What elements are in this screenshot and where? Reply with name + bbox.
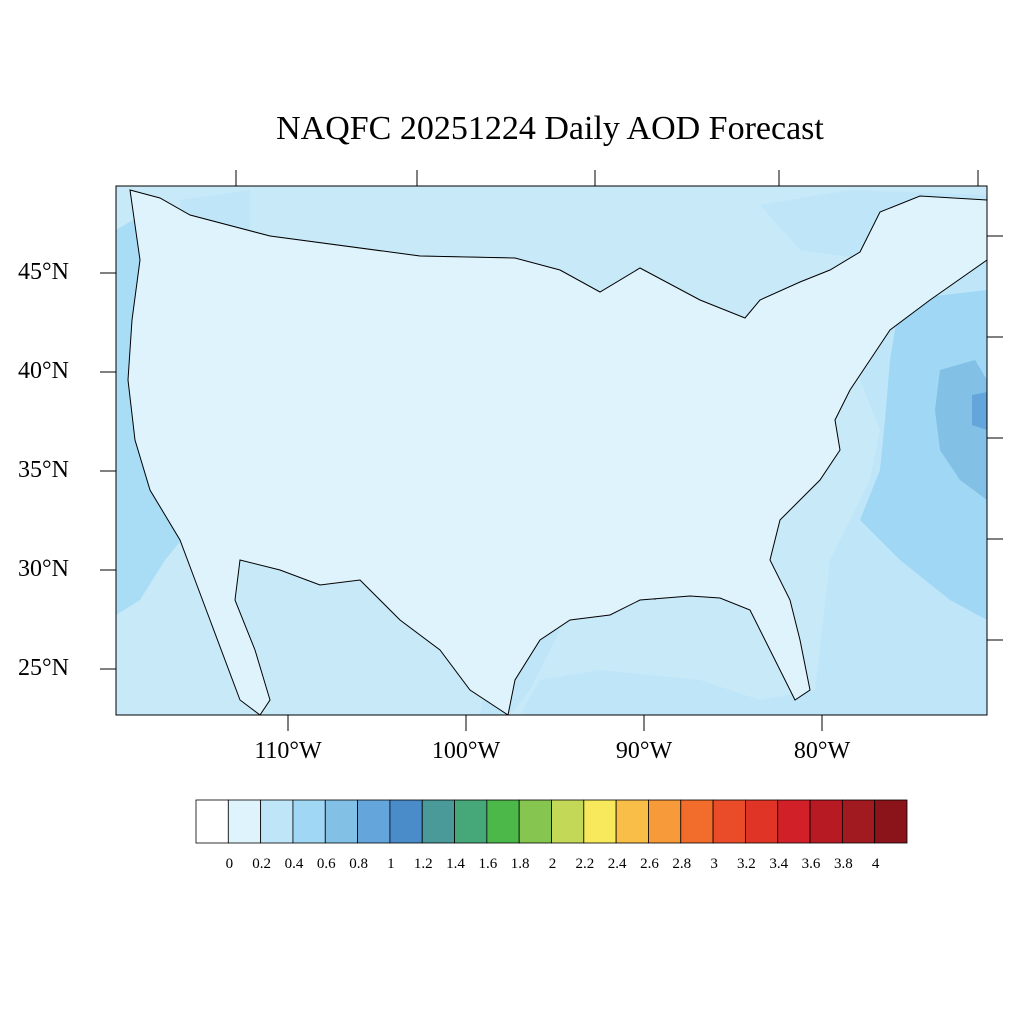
lat-label-35n: 35°N	[18, 457, 69, 483]
atlantic-offshore-aod-band	[520, 190, 987, 715]
colorbar-tick-label: 4	[871, 856, 880, 872]
lon-label-80w: 80°W	[793, 738, 851, 764]
colorbar-tick-label: 3.2	[737, 856, 756, 872]
colorbar-swatch	[389, 799, 423, 844]
colorbar-tick-label: 3.4	[769, 856, 789, 872]
colorbar-swatch	[324, 799, 358, 844]
colorbar-swatch	[260, 799, 294, 844]
colorbar-swatch	[680, 799, 714, 844]
colorbar-swatch	[195, 799, 229, 844]
colorbar-tick-label: 3.8	[833, 856, 853, 872]
colorbar-tick-label: 2.2	[575, 856, 595, 872]
lat-label-40n: 40°N	[18, 358, 69, 384]
colorbar	[195, 799, 908, 844]
colorbar-tick-label: 1	[387, 856, 395, 872]
colorbar-tick-label: 0	[225, 856, 234, 872]
colorbar-tick-label: 2.8	[672, 856, 692, 872]
colorbar-tick-label: 1.4	[446, 856, 465, 872]
colorbar-swatch	[809, 799, 843, 844]
colorbar-tick-label: 0.2	[252, 856, 271, 872]
colorbar-swatch	[615, 799, 649, 844]
colorbar-swatch	[421, 799, 455, 844]
colorbar-tick-label: 3	[710, 856, 718, 872]
colorbar-swatch	[648, 799, 682, 844]
map-title: NAQFC 20251224 Daily AOD Forecast	[276, 110, 824, 147]
colorbar-swatch	[227, 799, 262, 844]
colorbar-swatch	[712, 799, 746, 844]
colorbar-swatch	[454, 799, 488, 844]
colorbar-tick-label: 2	[548, 856, 557, 872]
colorbar-tick-label: 1.6	[478, 856, 498, 872]
lon-label-110w: 110°W	[254, 738, 322, 764]
colorbar-tick-label: 3.6	[801, 856, 821, 872]
lat-label-45n: 45°N	[18, 259, 69, 285]
colorbar-tick-label: 0.8	[349, 856, 368, 872]
colorbar-tick-label: 1.2	[413, 856, 433, 872]
colorbar-swatch	[292, 799, 326, 844]
colorbar-tick-label: 0.6	[316, 856, 336, 872]
colorbar-swatch	[357, 799, 391, 844]
colorbar-swatch	[518, 799, 552, 844]
map-border	[115, 185, 988, 716]
colorbar-swatch	[874, 799, 908, 844]
lon-label-90w: 90°W	[615, 738, 673, 764]
colorbar-tick-label: 2.4	[607, 856, 627, 872]
lat-label-30n: 30°N	[18, 556, 69, 582]
colorbar-tick-label: 2.6	[640, 856, 659, 872]
colorbar-swatch	[486, 799, 520, 844]
colorbar-swatch	[745, 799, 779, 844]
colorbar-swatch	[583, 799, 617, 844]
colorbar-swatch	[551, 799, 585, 844]
lat-label-25n: 25°N	[18, 655, 69, 681]
colorbar-tick-label: 1.8	[510, 856, 530, 872]
map-ticks	[100, 170, 1003, 731]
colorbar-swatch	[777, 799, 811, 844]
atlantic-core-aod-patch	[972, 392, 987, 430]
colorbar-tick-label: 0.4	[284, 856, 304, 872]
lon-label-100w: 100°W	[431, 738, 501, 764]
colorbar-swatch	[841, 799, 876, 844]
